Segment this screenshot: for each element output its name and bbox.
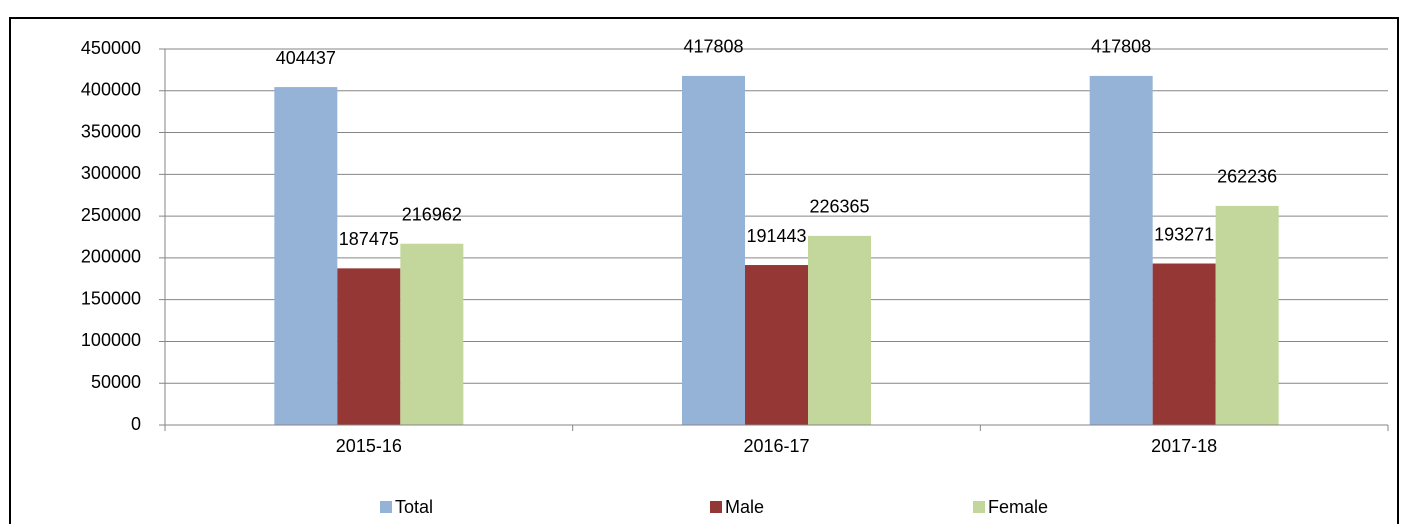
x-tick-label: 2016-17 [743,436,809,456]
y-tick-label: 100000 [81,330,141,350]
y-tick-label: 250000 [81,205,141,225]
y-tick-label: 200000 [81,247,141,267]
legend-swatch [380,501,392,513]
y-tick-label: 50000 [91,372,141,392]
y-tick-label: 450000 [81,38,141,58]
legend-label: Male [725,497,764,517]
y-tick-label: 150000 [81,288,141,308]
data-label: 193271 [1154,224,1214,244]
bar [337,268,401,425]
data-label: 187475 [339,229,399,249]
bar [1152,263,1216,425]
legend-label: Total [395,497,433,517]
y-tick-label: 400000 [81,80,141,100]
data-label: 262236 [1217,167,1277,187]
data-label: 191443 [746,226,806,246]
x-tick-label: 2017-18 [1151,436,1217,456]
bar [682,75,745,426]
bar [274,87,338,425]
legend-swatch [710,501,722,513]
legend-label: Female [988,497,1048,517]
y-tick-label: 350000 [81,121,141,141]
data-label: 417808 [1091,37,1151,57]
y-tick-label: 300000 [81,163,141,183]
legend-swatch [973,501,985,513]
bar [808,235,871,425]
data-label: 417808 [683,37,743,57]
data-label: 226365 [809,197,869,217]
bar [400,243,464,425]
data-label: 216962 [402,204,462,224]
x-tick-label: 2015-16 [336,436,402,456]
bar [745,265,808,425]
data-label: 404437 [276,48,336,68]
bar [1089,75,1153,426]
y-tick-label: 0 [131,414,141,434]
bar [1215,205,1279,425]
